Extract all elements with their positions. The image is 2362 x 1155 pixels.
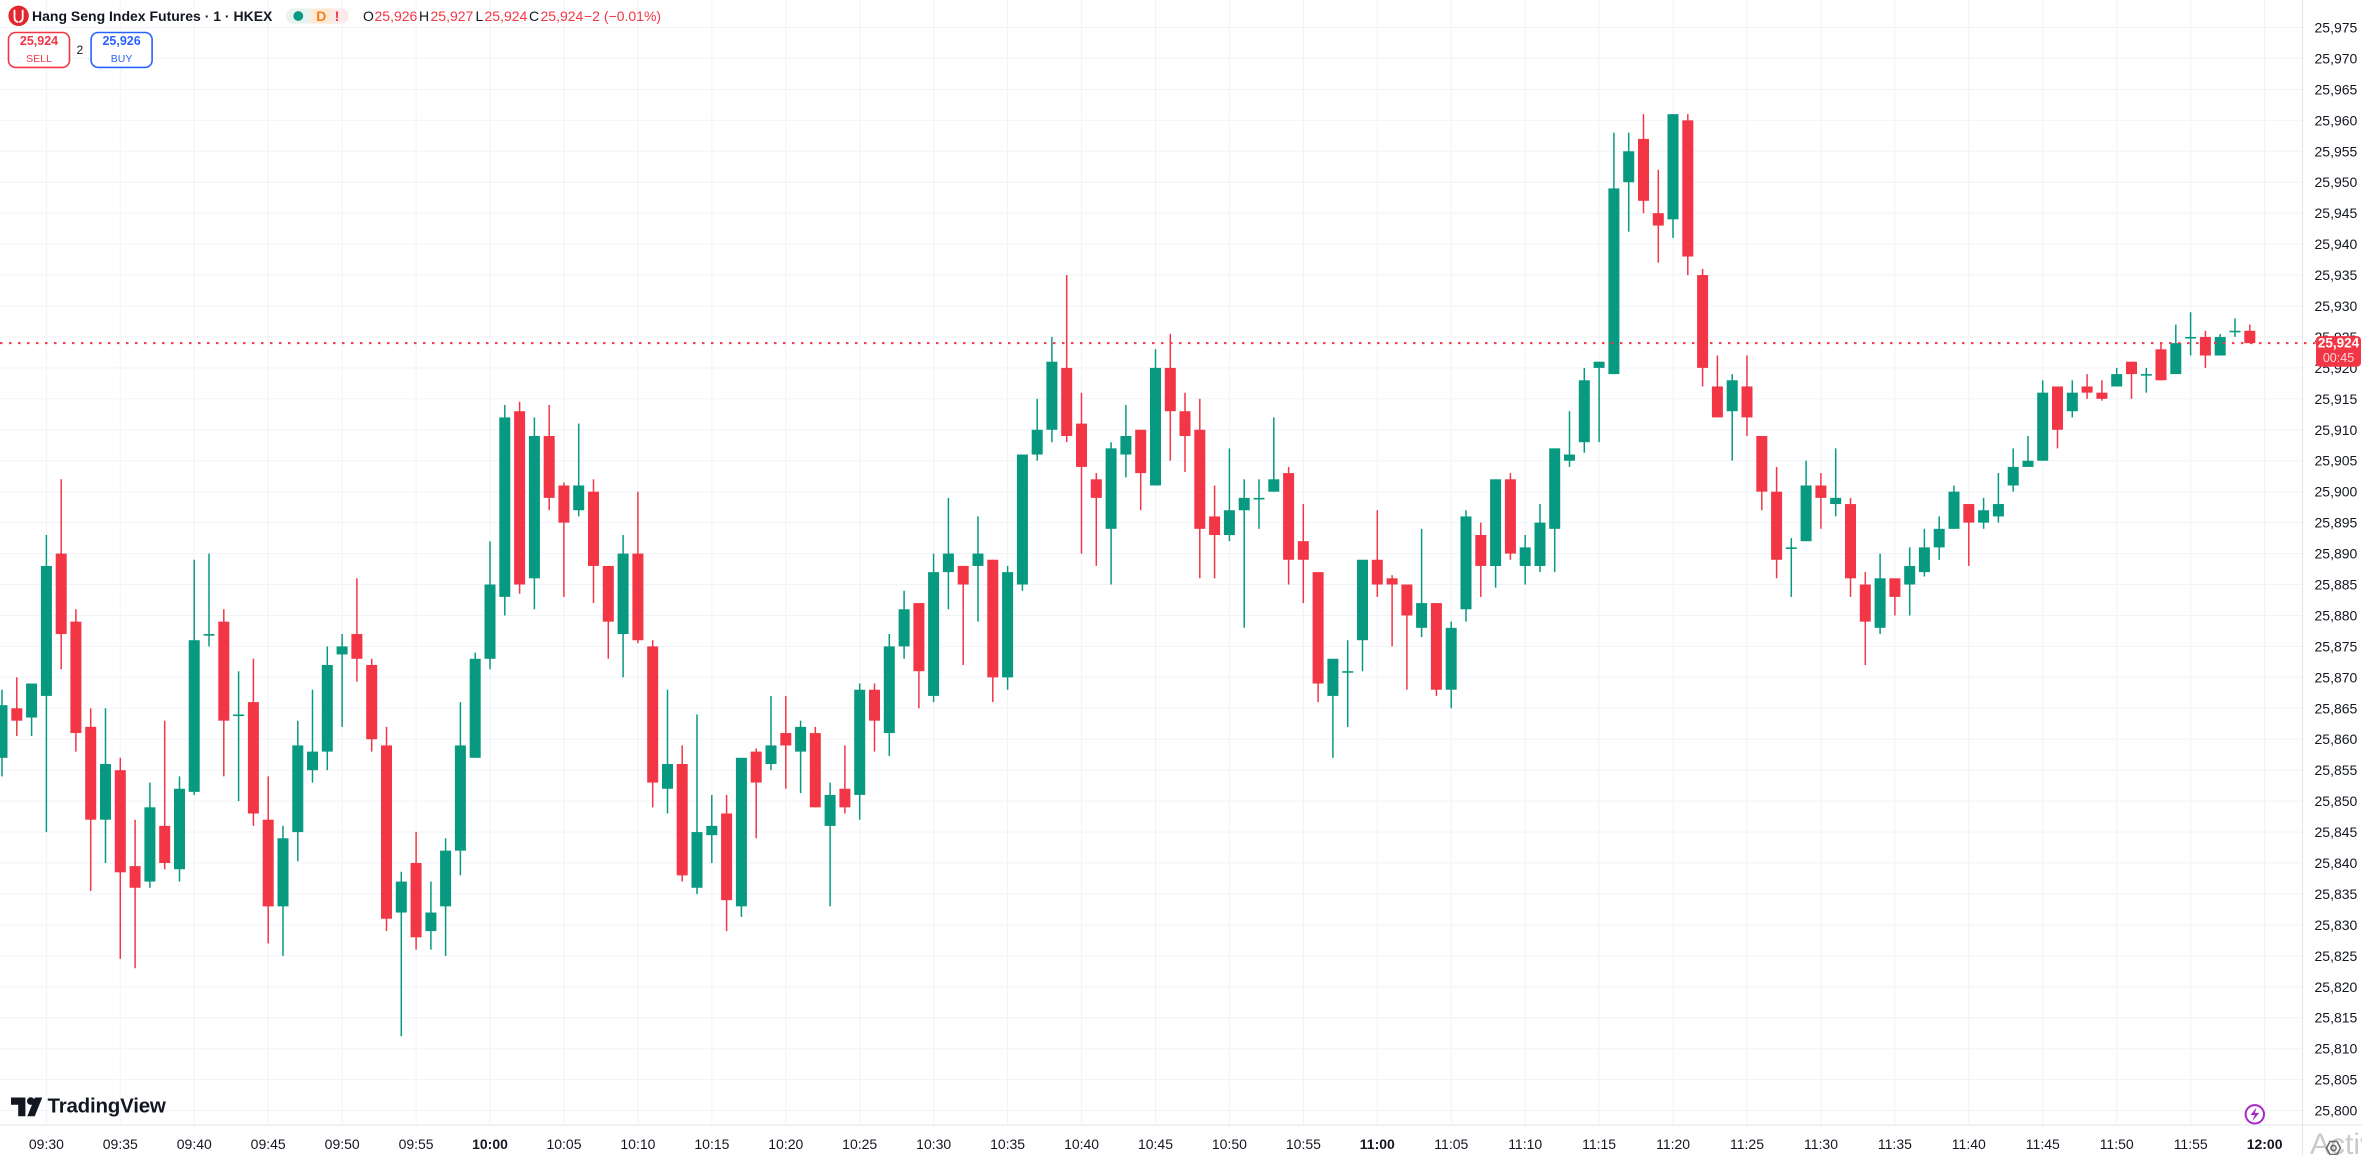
svg-text:09:30: 09:30 xyxy=(29,1136,64,1152)
svg-text:25,830: 25,830 xyxy=(2315,917,2358,933)
svg-text:11:15: 11:15 xyxy=(1582,1136,1616,1152)
svg-text:11:45: 11:45 xyxy=(2026,1136,2060,1152)
svg-text:11:05: 11:05 xyxy=(1434,1136,1468,1152)
svg-text:25,885: 25,885 xyxy=(2315,577,2358,593)
svg-text:11:30: 11:30 xyxy=(1804,1136,1838,1152)
svg-text:25,915: 25,915 xyxy=(2315,391,2358,407)
svg-text:25,805: 25,805 xyxy=(2315,1072,2358,1088)
svg-text:L: L xyxy=(476,8,484,24)
svg-text:10:25: 10:25 xyxy=(842,1136,877,1152)
svg-text:09:40: 09:40 xyxy=(177,1136,212,1152)
svg-text:10:55: 10:55 xyxy=(1286,1136,1321,1152)
svg-text:SELL: SELL xyxy=(26,53,52,65)
svg-text:25,965: 25,965 xyxy=(2315,81,2358,97)
svg-text:25,870: 25,870 xyxy=(2315,669,2358,685)
svg-text:25,935: 25,935 xyxy=(2315,267,2358,283)
svg-text:11:20: 11:20 xyxy=(1656,1136,1690,1152)
svg-text:10:50: 10:50 xyxy=(1212,1136,1247,1152)
svg-text:TradingView: TradingView xyxy=(48,1095,166,1118)
svg-text:10:35: 10:35 xyxy=(990,1136,1025,1152)
svg-text:25,835: 25,835 xyxy=(2315,886,2358,902)
svg-text:25,930: 25,930 xyxy=(2315,298,2358,314)
svg-text:25,810: 25,810 xyxy=(2315,1041,2358,1057)
svg-text:10:00: 10:00 xyxy=(472,1136,508,1152)
svg-text:11:40: 11:40 xyxy=(1952,1136,1986,1152)
svg-text:25,845: 25,845 xyxy=(2315,824,2358,840)
svg-text:25,960: 25,960 xyxy=(2315,112,2358,128)
svg-text:25,910: 25,910 xyxy=(2315,422,2358,438)
svg-text:2: 2 xyxy=(77,43,84,57)
svg-text:25,927: 25,927 xyxy=(431,8,474,24)
svg-text:25,825: 25,825 xyxy=(2315,948,2358,964)
svg-text:11:35: 11:35 xyxy=(1878,1136,1912,1152)
svg-text:25,850: 25,850 xyxy=(2315,793,2358,809)
svg-text:C: C xyxy=(529,8,539,24)
svg-text:11:00: 11:00 xyxy=(1360,1136,1395,1152)
svg-text:25,840: 25,840 xyxy=(2315,855,2358,871)
svg-text:25,890: 25,890 xyxy=(2315,546,2358,562)
svg-text:25,926: 25,926 xyxy=(102,34,140,48)
svg-text:25,924: 25,924 xyxy=(485,8,528,24)
svg-text:25,880: 25,880 xyxy=(2315,608,2358,624)
svg-text:25,950: 25,950 xyxy=(2315,174,2358,190)
svg-text:BUY: BUY xyxy=(111,53,133,65)
svg-text:10:10: 10:10 xyxy=(620,1136,655,1152)
svg-text:10:15: 10:15 xyxy=(694,1136,729,1152)
svg-text:11:55: 11:55 xyxy=(2174,1136,2208,1152)
svg-text:10:40: 10:40 xyxy=(1064,1136,1099,1152)
svg-text:10:20: 10:20 xyxy=(768,1136,803,1152)
svg-text:25,900: 25,900 xyxy=(2315,484,2358,500)
svg-text:!: ! xyxy=(335,8,340,24)
svg-text:25,970: 25,970 xyxy=(2315,50,2358,66)
svg-text:25,820: 25,820 xyxy=(2315,979,2358,995)
svg-text:25,905: 25,905 xyxy=(2315,453,2358,469)
svg-text:11:25: 11:25 xyxy=(1730,1136,1764,1152)
svg-text:09:50: 09:50 xyxy=(325,1136,360,1152)
svg-text:11:10: 11:10 xyxy=(1508,1136,1542,1152)
svg-text:11:50: 11:50 xyxy=(2100,1136,2134,1152)
svg-text:09:45: 09:45 xyxy=(251,1136,286,1152)
svg-text:25,975: 25,975 xyxy=(2315,20,2358,36)
svg-text:25,924: 25,924 xyxy=(20,34,58,48)
svg-text:25,860: 25,860 xyxy=(2315,731,2358,747)
svg-text:10:45: 10:45 xyxy=(1138,1136,1173,1152)
svg-text:25,895: 25,895 xyxy=(2315,515,2358,531)
svg-text:25,955: 25,955 xyxy=(2315,143,2358,159)
svg-text:25,855: 25,855 xyxy=(2315,762,2358,778)
svg-text:Hang Seng Index Futures · 1 ·: Hang Seng Index Futures · 1 · HKEX xyxy=(32,8,273,24)
svg-text:25,800: 25,800 xyxy=(2315,1103,2358,1119)
svg-text:25,945: 25,945 xyxy=(2315,205,2358,221)
svg-text:09:55: 09:55 xyxy=(399,1136,434,1152)
svg-text:12:00: 12:00 xyxy=(2247,1136,2283,1152)
svg-text:25,940: 25,940 xyxy=(2315,236,2358,252)
svg-text:00:45: 00:45 xyxy=(2323,351,2354,365)
svg-text:25,924: 25,924 xyxy=(2318,336,2360,351)
svg-text:25,875: 25,875 xyxy=(2315,638,2358,654)
svg-text:H: H xyxy=(419,8,429,24)
svg-text:25,926: 25,926 xyxy=(375,8,418,24)
svg-text:−2 (−0.01%): −2 (−0.01%) xyxy=(584,8,661,24)
svg-text:O: O xyxy=(363,8,374,24)
svg-text:D: D xyxy=(316,8,326,24)
svg-text:25,865: 25,865 xyxy=(2315,700,2358,716)
svg-text:10:05: 10:05 xyxy=(546,1136,581,1152)
svg-text:09:35: 09:35 xyxy=(103,1136,138,1152)
svg-text:25,924: 25,924 xyxy=(541,8,584,24)
svg-text:10:30: 10:30 xyxy=(916,1136,951,1152)
svg-text:25,815: 25,815 xyxy=(2315,1010,2358,1026)
